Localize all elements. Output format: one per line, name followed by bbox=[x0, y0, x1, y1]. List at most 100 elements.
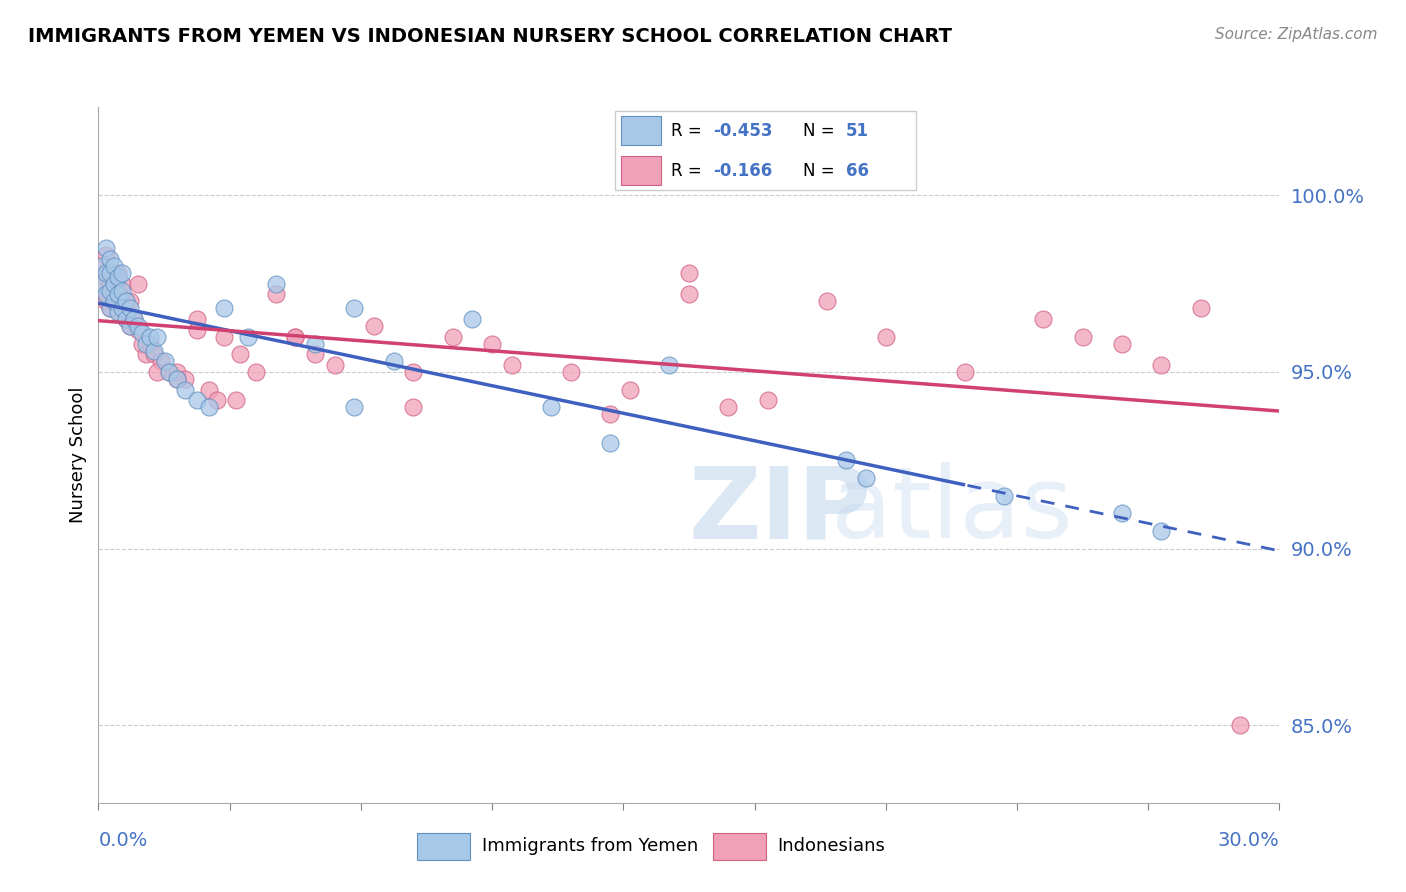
Point bbox=[186, 393, 208, 408]
Point bbox=[225, 393, 247, 408]
Point bbox=[157, 365, 180, 379]
Point bbox=[501, 358, 523, 372]
Point bbox=[197, 383, 219, 397]
Text: 30.0%: 30.0% bbox=[1218, 831, 1279, 850]
Text: ZIP: ZIP bbox=[689, 462, 872, 559]
Point bbox=[103, 277, 125, 291]
Point bbox=[91, 259, 114, 273]
Point bbox=[599, 407, 621, 421]
Point bbox=[678, 287, 700, 301]
Point bbox=[111, 284, 134, 298]
Point bbox=[835, 453, 858, 467]
Point bbox=[103, 266, 125, 280]
Point bbox=[107, 305, 129, 319]
Point bbox=[304, 347, 326, 361]
Point bbox=[103, 259, 125, 273]
Y-axis label: Nursery School: Nursery School bbox=[69, 386, 87, 524]
Point bbox=[717, 401, 740, 415]
Point bbox=[186, 322, 208, 336]
Point bbox=[229, 347, 252, 361]
Point bbox=[284, 329, 307, 343]
Point bbox=[98, 266, 121, 280]
Point bbox=[756, 393, 779, 408]
Text: atlas: atlas bbox=[831, 462, 1073, 559]
Point bbox=[402, 401, 425, 415]
Point bbox=[166, 372, 188, 386]
Point bbox=[111, 277, 134, 291]
Point bbox=[103, 287, 125, 301]
Point bbox=[560, 365, 582, 379]
Point bbox=[441, 329, 464, 343]
Point bbox=[91, 277, 114, 291]
Point bbox=[1032, 312, 1054, 326]
Point bbox=[118, 318, 141, 333]
Point bbox=[1111, 506, 1133, 520]
Point bbox=[214, 301, 236, 316]
Point bbox=[146, 329, 169, 343]
Point bbox=[1150, 524, 1173, 538]
Point bbox=[174, 372, 197, 386]
Point bbox=[127, 322, 149, 336]
Point bbox=[186, 312, 208, 326]
Point bbox=[323, 358, 346, 372]
Point bbox=[678, 266, 700, 280]
Point bbox=[599, 435, 621, 450]
Point bbox=[96, 248, 118, 262]
Point bbox=[142, 343, 165, 358]
Point bbox=[363, 318, 385, 333]
Point bbox=[150, 354, 173, 368]
Point bbox=[155, 354, 177, 368]
Point bbox=[131, 336, 153, 351]
Point bbox=[96, 266, 118, 280]
Point bbox=[131, 326, 153, 340]
Point bbox=[875, 329, 897, 343]
Point bbox=[953, 365, 976, 379]
Point bbox=[96, 269, 118, 284]
Point bbox=[481, 336, 503, 351]
Point bbox=[111, 301, 134, 316]
Point bbox=[382, 354, 405, 368]
Point bbox=[174, 383, 197, 397]
Point bbox=[540, 401, 562, 415]
Point bbox=[98, 284, 121, 298]
Point bbox=[138, 336, 160, 351]
Point bbox=[993, 489, 1015, 503]
Point bbox=[236, 329, 259, 343]
Point bbox=[98, 277, 121, 291]
Point bbox=[118, 301, 141, 316]
Point bbox=[96, 241, 118, 255]
Point bbox=[138, 329, 160, 343]
Text: 0.0%: 0.0% bbox=[98, 831, 148, 850]
Point bbox=[107, 287, 129, 301]
Point bbox=[264, 287, 287, 301]
Point bbox=[264, 277, 287, 291]
Point bbox=[855, 471, 877, 485]
Point bbox=[197, 401, 219, 415]
Point bbox=[91, 259, 114, 273]
Point bbox=[157, 365, 180, 379]
Point bbox=[343, 401, 366, 415]
Point bbox=[107, 284, 129, 298]
Point bbox=[107, 266, 129, 280]
Point bbox=[135, 336, 157, 351]
Point bbox=[142, 347, 165, 361]
Point bbox=[402, 365, 425, 379]
Point bbox=[118, 294, 141, 309]
Point bbox=[1111, 336, 1133, 351]
Point bbox=[245, 365, 267, 379]
Point bbox=[815, 294, 838, 309]
Point bbox=[96, 287, 118, 301]
Point bbox=[166, 365, 188, 379]
Point bbox=[115, 312, 138, 326]
Point bbox=[127, 277, 149, 291]
Point bbox=[118, 318, 141, 333]
Point bbox=[658, 358, 681, 372]
Point bbox=[1150, 358, 1173, 372]
Point bbox=[461, 312, 484, 326]
Point bbox=[214, 329, 236, 343]
Point bbox=[127, 318, 149, 333]
Point bbox=[96, 294, 118, 309]
Point bbox=[98, 301, 121, 316]
Point bbox=[115, 312, 138, 326]
Point bbox=[107, 305, 129, 319]
